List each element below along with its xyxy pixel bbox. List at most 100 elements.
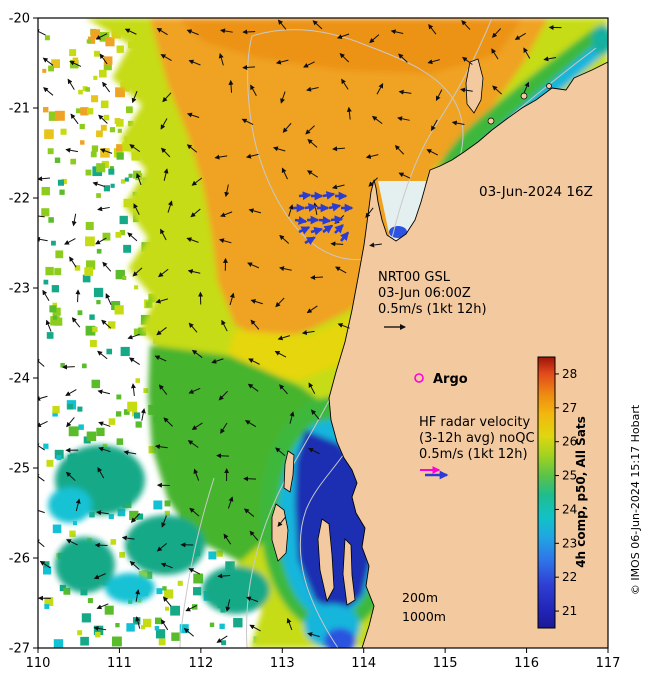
sst-speckle [61,178,67,185]
current-vector [183,627,194,637]
current-vector [67,78,75,90]
hf-radar-vector [330,215,344,225]
sst-speckle [93,287,104,298]
current-vector [312,20,323,30]
sst-speckle [69,49,77,57]
sst-speckle [148,293,158,303]
sst-speckle [100,100,109,109]
sst-speckle [87,36,96,44]
sst-speckle [77,406,83,412]
current-vector [65,389,77,396]
isobath-1000m-southwest [179,477,215,648]
sst-speckle [91,379,100,389]
current-vector [102,261,112,272]
hf-radar-vector [322,224,334,234]
gulf-blue-patch [389,226,407,238]
sst-speckle [136,513,144,520]
x-axis-tick-label: 112 [188,656,213,671]
sst-speckle [135,421,142,428]
colorbar: 21 22 23 24 25 26 27 28 4h comp, p50, All Sats [537,356,588,629]
contour-label-200m: 200m [402,590,438,605]
sst-speckle [193,587,202,596]
sst-speckle [127,401,138,412]
current-vector [248,208,262,214]
current-vector [523,47,531,59]
x-axis-tick-label: 114 [351,656,376,671]
current-vector [279,266,292,272]
sst-speckle [219,623,225,630]
sst-speckle [99,31,110,42]
sst-speckle [103,62,112,71]
sst-speckle [135,378,141,383]
colorbar-tick-label: 26 [562,435,577,449]
current-vector [160,54,172,62]
sst-speckle [170,605,180,616]
hf-radar-vector [310,226,324,236]
sst-speckle [128,173,133,178]
current-vector [308,447,320,455]
sst-speckle [98,69,107,78]
current-vector [224,184,230,198]
current-vector [431,119,438,132]
current-vector [280,91,286,104]
sst-speckle [105,37,115,47]
hf-radar-vector-layer [293,191,354,246]
current-vector [160,562,173,569]
sst-speckle [110,183,115,188]
sst-speckle [108,418,116,425]
sst-speckle [165,606,170,611]
sst-zone-dark-orange-top [178,18,522,74]
current-vector [310,409,320,420]
current-vector [43,87,54,96]
current-vector [129,144,141,153]
sst-speckle [60,128,67,135]
current-vector [289,411,295,424]
current-vector [277,335,291,341]
current-vector [301,330,315,336]
sst-speckle [162,586,167,591]
current-vector [427,59,440,65]
sst-speckle [46,332,54,339]
hf-radar-vector [298,226,311,235]
current-vector [95,237,107,245]
sst-speckle [48,65,54,72]
y-axis-tick-label: -20 [9,12,30,27]
current-vector [250,319,260,330]
sst-speckle [106,348,113,355]
current-vector [70,113,79,125]
current-vector [129,560,140,570]
sst-speckle [116,152,124,160]
sst-speckle [143,388,149,393]
current-vector [337,323,350,329]
current-vector [190,208,201,218]
sst-speckle [85,221,94,230]
current-vector [247,262,260,269]
current-vector [66,539,78,546]
sst-speckle [116,438,124,445]
sst-speckle [42,68,47,73]
current-vector [161,515,167,528]
sst-speckle [94,50,100,57]
y-axis-tick-label: -23 [9,282,30,297]
current-vector [225,599,231,612]
sst-zone-blue-patch [324,628,356,648]
current-vector-layer [38,19,562,643]
current-vector [241,118,254,126]
sst-speckle [59,584,67,592]
current-vector [154,355,167,362]
current-vector [332,146,345,152]
current-vector [188,568,201,575]
sst-speckle [54,157,61,163]
sst-speckle [44,597,54,606]
current-vector [369,242,382,248]
current-vector [97,389,111,395]
sst-speckle [119,215,128,225]
colorbar-tick-label: 23 [562,536,577,550]
nrt00-line-2: 03-Jun 06:00Z [378,286,471,301]
sst-zone-teal-patch [202,566,270,614]
sst-speckle [111,636,122,647]
colorbar-tick-label: 25 [562,469,577,483]
sst-speckle [96,427,105,437]
current-vector [38,236,48,242]
